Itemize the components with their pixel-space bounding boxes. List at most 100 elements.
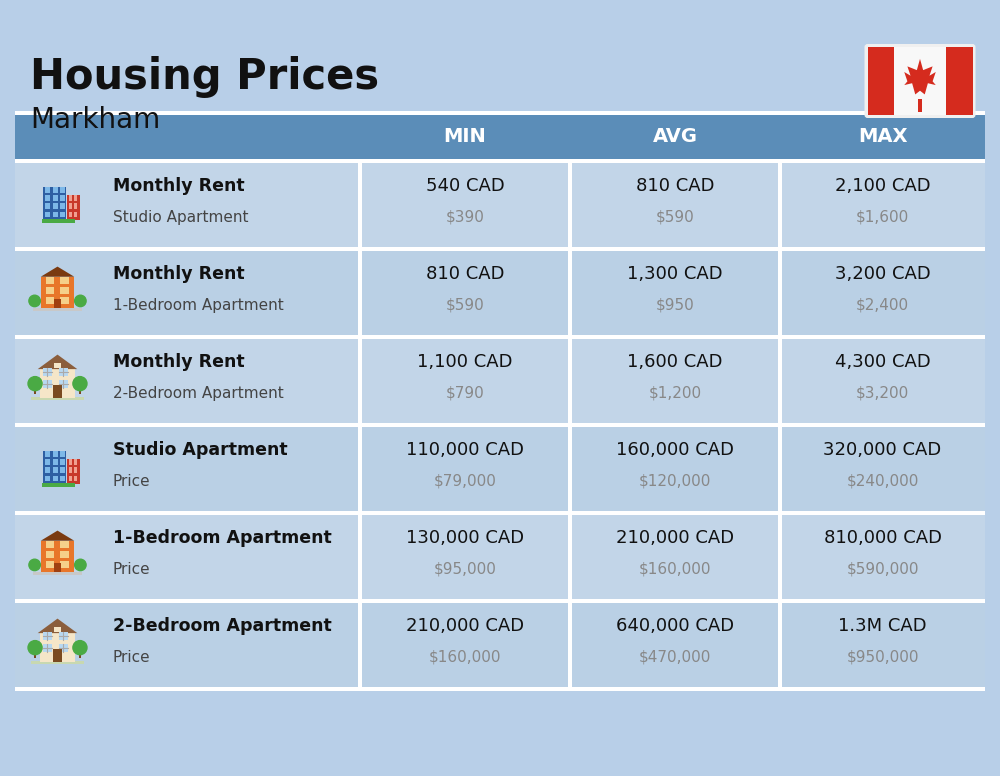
FancyBboxPatch shape xyxy=(778,513,782,601)
Text: 1-Bedroom Apartment: 1-Bedroom Apartment xyxy=(113,298,284,313)
FancyBboxPatch shape xyxy=(53,459,58,465)
Circle shape xyxy=(29,559,40,570)
Text: 110,000 CAD: 110,000 CAD xyxy=(406,441,524,459)
FancyBboxPatch shape xyxy=(31,397,84,400)
FancyBboxPatch shape xyxy=(60,551,68,558)
Text: MIN: MIN xyxy=(444,127,486,147)
Text: $160,000: $160,000 xyxy=(429,650,501,665)
Text: 2,100 CAD: 2,100 CAD xyxy=(835,177,930,195)
FancyBboxPatch shape xyxy=(15,513,985,601)
FancyBboxPatch shape xyxy=(46,287,54,294)
Text: $120,000: $120,000 xyxy=(639,474,711,489)
FancyBboxPatch shape xyxy=(74,196,77,201)
FancyBboxPatch shape xyxy=(15,599,985,603)
Text: Housing Prices: Housing Prices xyxy=(30,56,379,98)
Polygon shape xyxy=(38,618,77,633)
Text: 1-Bedroom Apartment: 1-Bedroom Apartment xyxy=(113,529,332,547)
Text: AVG: AVG xyxy=(652,127,698,147)
FancyBboxPatch shape xyxy=(45,196,50,201)
FancyBboxPatch shape xyxy=(67,459,80,484)
Circle shape xyxy=(73,376,87,390)
Text: Monthly Rent: Monthly Rent xyxy=(113,265,245,283)
FancyBboxPatch shape xyxy=(45,212,50,217)
FancyBboxPatch shape xyxy=(60,459,65,465)
Text: $3,200: $3,200 xyxy=(856,386,909,401)
FancyBboxPatch shape xyxy=(43,643,52,652)
FancyBboxPatch shape xyxy=(53,196,58,201)
FancyBboxPatch shape xyxy=(568,601,572,689)
Text: 2-Bedroom Apartment: 2-Bedroom Apartment xyxy=(113,386,284,401)
FancyBboxPatch shape xyxy=(53,212,58,217)
FancyBboxPatch shape xyxy=(15,337,985,425)
FancyBboxPatch shape xyxy=(45,476,50,481)
FancyBboxPatch shape xyxy=(568,161,572,249)
Text: $160,000: $160,000 xyxy=(639,562,711,577)
FancyBboxPatch shape xyxy=(59,379,68,387)
Text: 2-Bedroom Apartment: 2-Bedroom Apartment xyxy=(113,617,332,635)
FancyBboxPatch shape xyxy=(778,161,782,249)
FancyBboxPatch shape xyxy=(53,451,58,457)
Text: Studio Apartment: Studio Apartment xyxy=(113,210,248,225)
FancyBboxPatch shape xyxy=(45,203,50,210)
FancyBboxPatch shape xyxy=(74,476,77,481)
FancyBboxPatch shape xyxy=(60,467,65,473)
FancyBboxPatch shape xyxy=(15,335,985,339)
FancyBboxPatch shape xyxy=(79,386,81,394)
FancyBboxPatch shape xyxy=(34,650,36,658)
Text: 640,000 CAD: 640,000 CAD xyxy=(616,617,734,635)
Text: $2,400: $2,400 xyxy=(856,298,909,313)
FancyBboxPatch shape xyxy=(43,379,52,387)
Polygon shape xyxy=(38,355,77,369)
FancyBboxPatch shape xyxy=(15,511,985,515)
Text: $390: $390 xyxy=(446,210,484,225)
FancyBboxPatch shape xyxy=(15,247,985,251)
FancyBboxPatch shape xyxy=(46,551,54,558)
FancyBboxPatch shape xyxy=(59,369,68,376)
Text: $240,000: $240,000 xyxy=(846,474,919,489)
Text: 160,000 CAD: 160,000 CAD xyxy=(616,441,734,459)
Circle shape xyxy=(28,376,42,390)
FancyBboxPatch shape xyxy=(15,687,985,691)
FancyBboxPatch shape xyxy=(53,203,58,210)
FancyBboxPatch shape xyxy=(43,452,66,484)
FancyBboxPatch shape xyxy=(15,423,985,427)
Text: 210,000 CAD: 210,000 CAD xyxy=(406,617,524,635)
FancyBboxPatch shape xyxy=(45,459,50,465)
FancyBboxPatch shape xyxy=(358,337,362,425)
Text: Markham: Markham xyxy=(30,106,160,134)
Text: Studio Apartment: Studio Apartment xyxy=(113,441,288,459)
Polygon shape xyxy=(41,267,74,277)
FancyBboxPatch shape xyxy=(568,249,572,337)
FancyBboxPatch shape xyxy=(45,187,50,193)
FancyBboxPatch shape xyxy=(778,337,782,425)
FancyBboxPatch shape xyxy=(358,161,362,249)
FancyBboxPatch shape xyxy=(40,369,75,398)
FancyBboxPatch shape xyxy=(60,541,68,548)
FancyBboxPatch shape xyxy=(15,601,985,689)
Text: $1,200: $1,200 xyxy=(648,386,702,401)
FancyBboxPatch shape xyxy=(778,601,782,689)
Text: 540 CAD: 540 CAD xyxy=(426,177,504,195)
Text: 1,100 CAD: 1,100 CAD xyxy=(417,353,513,371)
Text: 810 CAD: 810 CAD xyxy=(636,177,714,195)
FancyBboxPatch shape xyxy=(54,299,61,308)
Text: Price: Price xyxy=(113,650,151,665)
FancyBboxPatch shape xyxy=(46,561,54,568)
FancyBboxPatch shape xyxy=(69,476,72,481)
Text: Monthly Rent: Monthly Rent xyxy=(113,177,245,195)
FancyBboxPatch shape xyxy=(46,297,54,304)
Circle shape xyxy=(75,559,86,570)
Text: 810,000 CAD: 810,000 CAD xyxy=(824,529,942,547)
FancyBboxPatch shape xyxy=(60,212,65,217)
Text: 3,200 CAD: 3,200 CAD xyxy=(835,265,930,283)
FancyBboxPatch shape xyxy=(54,626,61,632)
FancyBboxPatch shape xyxy=(15,249,985,337)
FancyBboxPatch shape xyxy=(33,308,82,311)
FancyBboxPatch shape xyxy=(41,541,74,573)
FancyBboxPatch shape xyxy=(53,187,58,193)
FancyBboxPatch shape xyxy=(53,650,62,662)
FancyBboxPatch shape xyxy=(74,467,77,473)
FancyBboxPatch shape xyxy=(778,249,782,337)
FancyBboxPatch shape xyxy=(15,111,985,115)
FancyBboxPatch shape xyxy=(60,561,68,568)
